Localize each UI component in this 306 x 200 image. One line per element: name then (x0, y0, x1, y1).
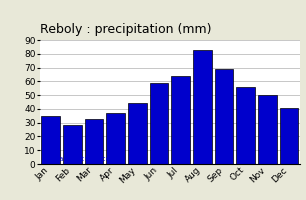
Bar (85, 119, 103, 164)
Bar (171, 76, 190, 164)
Bar (215, 69, 233, 164)
Bar (41, 116, 60, 164)
Bar (280, 108, 298, 164)
Text: Reboly : precipitation (mm): Reboly : precipitation (mm) (40, 23, 211, 36)
Text: www.allmetsat.com: www.allmetsat.com (42, 156, 115, 162)
Bar (258, 95, 277, 164)
Bar (237, 87, 255, 164)
Bar (128, 103, 147, 164)
Bar (63, 125, 81, 164)
Bar (150, 83, 168, 164)
Bar (106, 113, 125, 164)
Bar (193, 50, 211, 164)
